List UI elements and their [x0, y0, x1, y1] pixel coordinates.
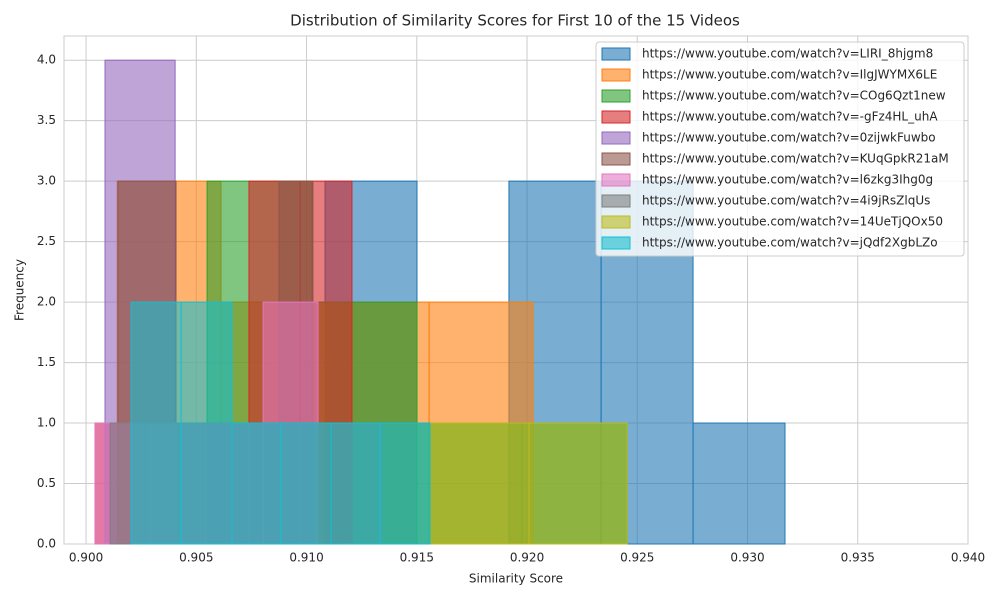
legend-label: https://www.youtube.com/watch?v=14UeTjQO… [642, 215, 943, 229]
legend-label: https://www.youtube.com/watch?v=l6zkg3Ih… [642, 173, 933, 187]
legend-swatch [601, 110, 631, 124]
bar [231, 422, 282, 545]
x-tick-label: 0.940 [951, 551, 985, 565]
x-axis-label: Similarity Score [469, 572, 563, 586]
series [429, 422, 628, 545]
x-tick-label: 0.930 [730, 551, 764, 565]
legend-swatch [601, 215, 631, 229]
y-tick-label: 4.0 [37, 53, 56, 67]
y-axis-label: Frequency [13, 259, 27, 321]
legend-swatch [601, 236, 631, 250]
legend-label: https://www.youtube.com/watch?v=jQdf2Xgb… [642, 236, 938, 250]
bar [379, 422, 431, 545]
legend-swatch [601, 131, 631, 145]
y-tick-label: 2.0 [37, 295, 56, 309]
legend-label: https://www.youtube.com/watch?v=4i9jRsZl… [642, 194, 930, 208]
legend-swatch [601, 89, 631, 103]
x-tick-label: 0.905 [179, 551, 213, 565]
legend-label: https://www.youtube.com/watch?v=-gFz4HL_… [642, 110, 938, 124]
bar [180, 301, 233, 545]
x-tick-label: 0.925 [620, 551, 654, 565]
x-tick-label: 0.935 [841, 551, 875, 565]
x-tick-label: 0.900 [69, 551, 103, 565]
legend-swatch [601, 152, 631, 166]
x-tick-label: 0.910 [289, 551, 323, 565]
y-tick-label: 0.0 [37, 537, 56, 551]
legend-label: https://www.youtube.com/watch?v=KUqGpkR2… [642, 152, 949, 166]
bar [130, 301, 182, 545]
legend-swatch [601, 173, 631, 187]
chart-title: Distribution of Similarity Scores for Fi… [290, 12, 740, 30]
x-tick-label: 0.920 [510, 551, 544, 565]
y-tick-label: 1.0 [37, 416, 56, 430]
y-tick-label: 1.5 [37, 355, 56, 369]
legend-box [595, 41, 965, 257]
bar [692, 422, 786, 545]
y-tick-label: 2.5 [37, 234, 56, 248]
bar [429, 422, 530, 545]
legend-swatch [601, 47, 631, 61]
legend-label: https://www.youtube.com/watch?v=IlgJWYMX… [642, 68, 937, 82]
legend-swatch [601, 194, 631, 208]
y-tick-label: 3.0 [37, 174, 56, 188]
y-tick-label: 0.5 [37, 476, 56, 490]
legend-label: https://www.youtube.com/watch?v=LIRI_8hj… [642, 47, 933, 61]
bar [280, 422, 332, 545]
bar [528, 422, 628, 545]
series [130, 301, 431, 545]
x-tick-label: 0.915 [400, 551, 434, 565]
legend-label: https://www.youtube.com/watch?v=COg6Qzt1… [642, 89, 946, 103]
y-tick-label: 3.5 [37, 113, 56, 127]
bar [330, 422, 381, 545]
legend-swatch [601, 68, 631, 82]
legend-label: https://www.youtube.com/watch?v=0zijwkFu… [642, 131, 936, 145]
